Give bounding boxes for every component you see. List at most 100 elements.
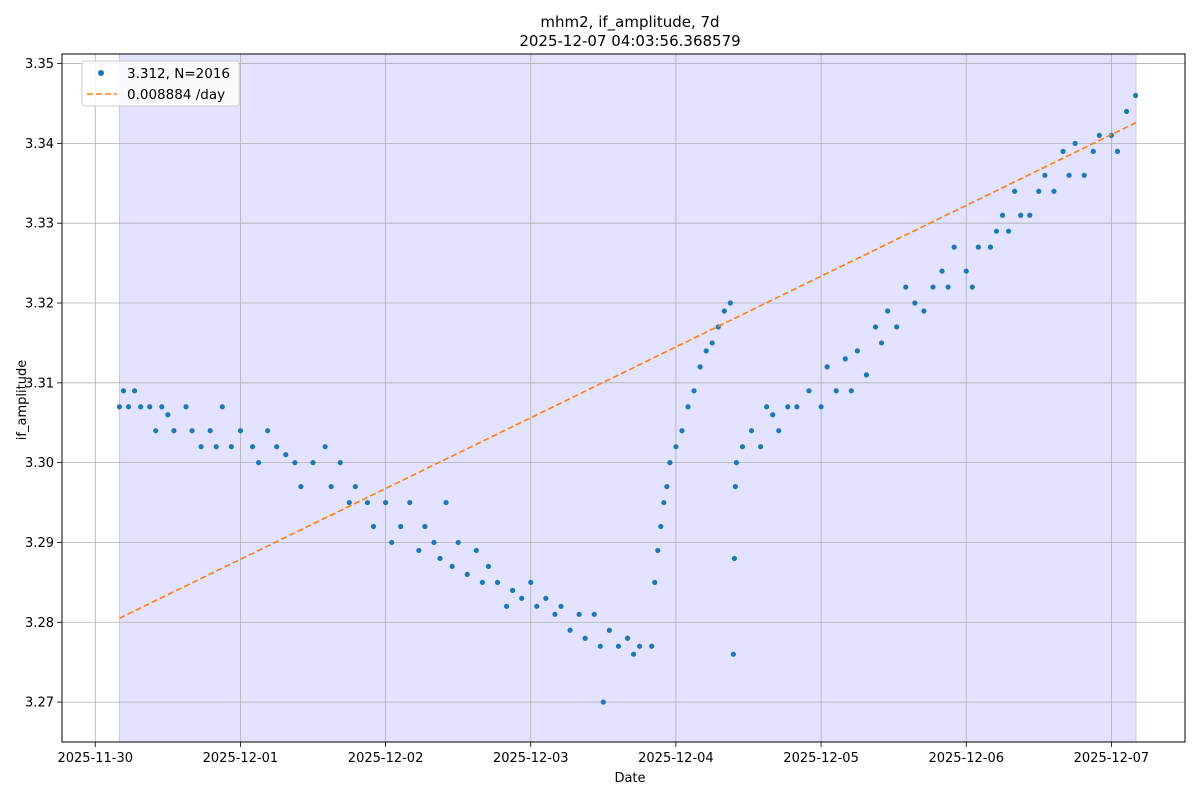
data-point [1066,172,1072,178]
data-point [673,444,679,450]
grid-layer [62,54,1185,742]
data-point [183,404,189,410]
data-point [189,428,195,434]
data-point [255,460,262,466]
data-point [794,404,800,410]
x-tick-label: 2025-12-06 [928,751,1004,766]
data-point [1027,212,1033,218]
data-point [322,444,328,450]
data-point [591,611,597,617]
plot-frame [61,53,1186,743]
data-point [479,579,485,585]
data-point [558,603,564,609]
data-point [1036,188,1042,194]
data-point [969,284,975,290]
data-point [885,308,891,314]
data-point [292,460,298,466]
data-point [833,388,839,394]
data-point [842,356,848,362]
data-point [1081,172,1087,178]
data-point [534,603,540,609]
data-point [207,428,213,434]
data-point [770,412,776,418]
data-point [346,499,352,506]
data-point [630,651,637,657]
data-point [930,284,936,290]
data-point [987,244,994,250]
scatter-points-layer [116,92,1139,705]
legend-scatter-label: 3.312, N=2016 [127,66,230,82]
data-point [249,444,256,450]
data-point [667,460,673,466]
data-point [449,563,455,570]
data-point [939,268,945,274]
data-point [597,643,603,649]
data-point [1072,140,1078,146]
data-point [951,244,957,250]
data-point [658,523,664,530]
data-point [171,428,177,434]
axes-frame [61,53,1186,743]
data-point [1090,148,1096,154]
data-point [455,539,461,546]
data-point [963,268,969,274]
y-tick-label: 3.29 [25,536,54,551]
y-tick-label: 3.32 [25,297,54,312]
x-tick-label: 2025-12-02 [348,751,424,766]
legend-scatter-marker [98,70,104,76]
data-point [615,643,622,649]
data-point [878,340,885,346]
data-point [624,635,631,641]
data-point [337,460,343,466]
data-point [582,635,588,641]
data-point [921,308,927,314]
y-tick-label: 3.31 [25,376,54,391]
data-point [652,579,658,585]
data-point [697,364,703,370]
data-point [298,483,304,490]
data-point [912,300,918,306]
data-point [606,627,612,633]
data-point [398,523,404,530]
data-point [661,499,667,506]
data-point [567,627,573,633]
data-point [903,284,909,290]
y-tick-label: 3.35 [25,57,54,72]
data-point [116,404,123,410]
data-point [776,428,782,434]
data-point [993,228,1000,234]
data-point [806,388,812,394]
data-point [473,547,479,554]
data-point [503,603,510,609]
data-point [147,404,153,410]
y-tick-label: 3.34 [25,137,54,152]
x-tick-label: 2025-12-03 [493,751,569,766]
y-tick-label: 3.27 [25,696,54,711]
y-tick-label: 3.33 [25,217,54,232]
data-point [1096,132,1102,139]
data-point [785,404,791,410]
x-tick-label: 2025-12-01 [203,751,279,766]
data-point [1133,92,1139,99]
legend-box [81,60,240,107]
data-point [364,499,371,506]
data-point [431,539,437,546]
data-point [733,460,740,466]
data-point [1012,188,1018,194]
data-point [975,244,981,250]
data-point [159,404,165,410]
x-tick-label: 2025-12-05 [783,751,859,766]
data-point [382,499,389,506]
data-point [519,595,525,601]
y-ticks-layer: 3.27 3.28 3.29 3.30 3.31 3.32 3.33 3.34 3.35 [25,57,62,711]
data-point [328,483,334,490]
y-tick-label: 3.30 [25,456,54,471]
data-point [407,499,413,506]
y-tick-label: 3.28 [25,616,54,631]
data-point [389,539,395,546]
data-point [1051,188,1057,194]
data-point [739,444,746,450]
legend: 3.312, N=2016 0.008884 /day [81,60,240,107]
data-point [370,523,377,530]
